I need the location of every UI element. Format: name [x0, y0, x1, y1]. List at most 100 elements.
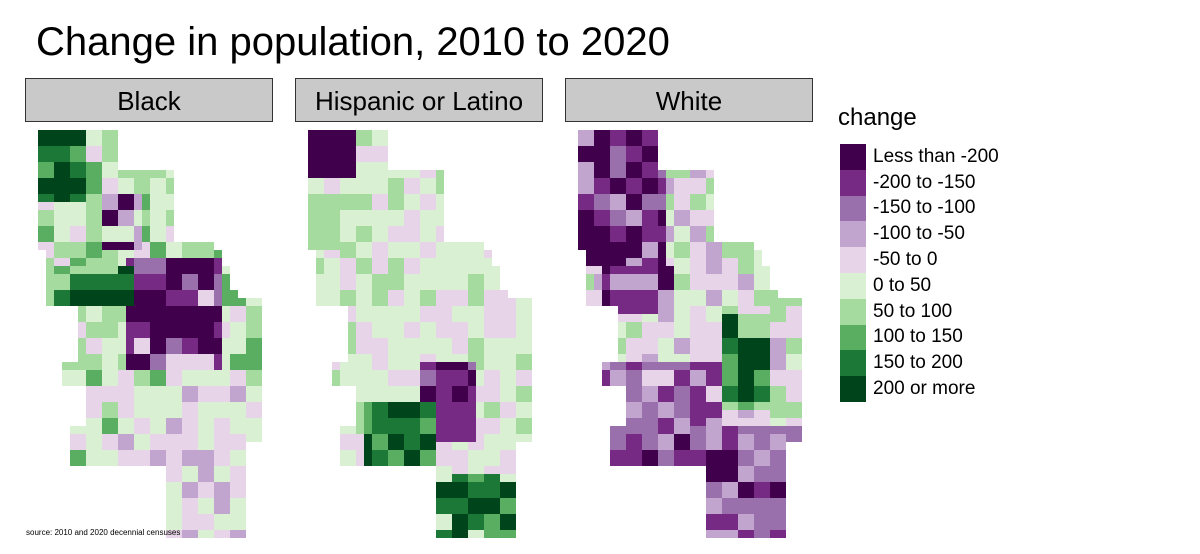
- tract: [460, 426, 468, 434]
- tract: [460, 514, 468, 522]
- tract: [602, 250, 610, 258]
- tract: [666, 274, 674, 282]
- tract: [762, 362, 770, 370]
- tract: [404, 234, 412, 242]
- tract: [404, 186, 412, 194]
- tract: [428, 250, 436, 258]
- tract: [110, 242, 118, 250]
- tract: [388, 434, 396, 442]
- tract: [730, 410, 738, 418]
- tract: [666, 370, 674, 378]
- tract: [150, 450, 158, 458]
- tract: [246, 386, 254, 394]
- tract: [730, 370, 738, 378]
- tract: [738, 250, 746, 258]
- tract: [246, 434, 254, 442]
- tract: [46, 162, 54, 170]
- tract: [332, 282, 340, 290]
- tract: [222, 354, 230, 362]
- tract: [396, 354, 404, 362]
- tract: [388, 362, 396, 370]
- tract: [492, 498, 500, 506]
- tract: [404, 322, 412, 330]
- tract: [476, 394, 484, 402]
- legend-swatch: [840, 247, 866, 273]
- tract: [746, 370, 754, 378]
- tract: [706, 186, 714, 194]
- tract: [516, 394, 524, 402]
- tract: [794, 418, 802, 426]
- tract: [214, 378, 222, 386]
- tract: [388, 178, 396, 186]
- tract: [626, 426, 634, 434]
- tract: [762, 290, 770, 298]
- tract: [706, 474, 714, 482]
- tract: [658, 178, 666, 186]
- tract: [500, 514, 508, 522]
- tract: [134, 226, 142, 234]
- tract: [722, 338, 730, 346]
- tract: [610, 290, 618, 298]
- tract: [452, 522, 460, 530]
- tract: [738, 338, 746, 346]
- tract: [452, 330, 460, 338]
- tract: [706, 346, 714, 354]
- tract: [508, 482, 516, 490]
- tract: [142, 306, 150, 314]
- tract: [722, 482, 730, 490]
- tract: [86, 442, 94, 450]
- legend-item: -100 to -50: [840, 221, 999, 248]
- tract: [602, 298, 610, 306]
- tract: [348, 202, 356, 210]
- tract: [62, 370, 70, 378]
- tract: [190, 482, 198, 490]
- tract: [174, 514, 182, 522]
- tract: [754, 498, 762, 506]
- tract: [698, 322, 706, 330]
- tract: [190, 370, 198, 378]
- tract: [110, 138, 118, 146]
- tract: [78, 154, 86, 162]
- tract: [38, 242, 46, 250]
- tract: [150, 330, 158, 338]
- tract: [770, 370, 778, 378]
- tract: [674, 234, 682, 242]
- tract: [348, 314, 356, 322]
- tract: [404, 458, 412, 466]
- tract: [594, 226, 602, 234]
- tract: [762, 530, 770, 538]
- tract: [500, 314, 508, 322]
- tract: [372, 322, 380, 330]
- tract: [492, 306, 500, 314]
- tract: [348, 274, 356, 282]
- tract: [500, 306, 508, 314]
- tract: [754, 394, 762, 402]
- tract: [730, 290, 738, 298]
- tract: [316, 218, 324, 226]
- tract: [682, 378, 690, 386]
- tract: [126, 170, 134, 178]
- tract: [206, 290, 214, 298]
- tract: [738, 386, 746, 394]
- tract: [634, 186, 642, 194]
- tract: [46, 170, 54, 178]
- tract: [158, 370, 166, 378]
- tract: [70, 170, 78, 178]
- tract: [730, 514, 738, 522]
- tract: [626, 330, 634, 338]
- tract: [230, 362, 238, 370]
- tract: [388, 378, 396, 386]
- tract: [364, 418, 372, 426]
- tract: [436, 410, 444, 418]
- tract: [468, 514, 476, 522]
- tract: [714, 522, 722, 530]
- tract: [158, 330, 166, 338]
- tract: [412, 418, 420, 426]
- tract: [348, 186, 356, 194]
- tract: [38, 226, 46, 234]
- tract: [214, 322, 222, 330]
- tract: [658, 202, 666, 210]
- tract: [420, 346, 428, 354]
- tract: [626, 138, 634, 146]
- tract: [78, 322, 86, 330]
